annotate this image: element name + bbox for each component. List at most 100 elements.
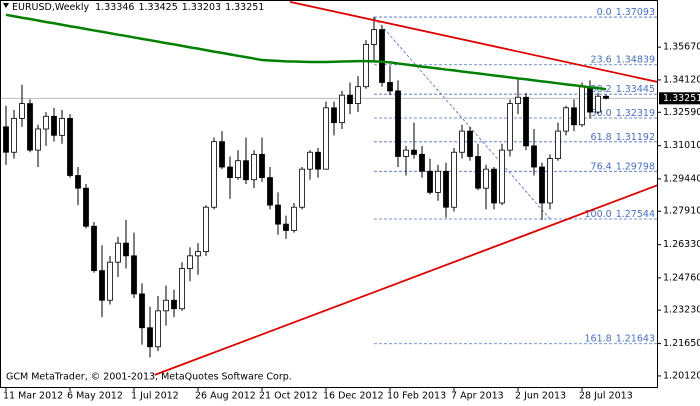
candle-body — [291, 206, 297, 231]
y-tick-label: 1.34120 — [663, 74, 700, 85]
fib-level-value: 1.33445 — [616, 84, 655, 95]
fib-level-value: 1.27544 — [616, 208, 655, 219]
footer: GCM MetaTrader, © 2001-2013, MetaQuotes … — [6, 372, 292, 383]
candle-body — [459, 130, 465, 153]
x-tick-label: 16 Dec 2012 — [323, 391, 384, 402]
candle-body — [259, 153, 265, 179]
candle-body — [155, 310, 161, 348]
candle-body — [323, 107, 329, 170]
y-tick-label: 1.20120 — [663, 370, 700, 381]
moving-average — [5, 13, 607, 91]
candle-body — [91, 225, 97, 272]
candle-body — [547, 158, 553, 204]
x-tick-label: 26 Aug 2012 — [195, 391, 256, 402]
fib-level-value: 1.21643 — [616, 333, 655, 344]
candle-body — [83, 187, 89, 227]
candle-body — [267, 177, 273, 206]
candle-body — [563, 107, 569, 132]
candle-body — [275, 204, 281, 225]
candle-body — [467, 130, 473, 157]
candle-body — [203, 206, 209, 253]
candle-body — [251, 153, 257, 181]
candle-body — [115, 242, 121, 263]
candle-body — [163, 299, 169, 312]
candle-body — [499, 149, 505, 204]
candle-body — [299, 168, 305, 208]
candle-body — [515, 96, 521, 105]
candle-body — [347, 94, 353, 105]
candle-body — [67, 118, 73, 176]
chart-title: EURUSD,Weekly 1.33346 1.33425 1.33203 1.3325… — [12, 2, 264, 13]
fib-label: 76.4 1.29798 — [591, 161, 655, 172]
x-tick-label: 21 Oct 2012 — [259, 391, 318, 402]
candle-body — [411, 149, 417, 155]
candle-body — [243, 160, 249, 181]
y-tick-label: 1.35670 — [663, 42, 700, 53]
y-tick-label: 1.23230 — [663, 305, 700, 316]
candle-body — [123, 242, 129, 257]
trendline — [154, 184, 658, 376]
x-tick-label: 10 Feb 2013 — [387, 391, 446, 402]
candle-body — [363, 44, 369, 88]
candle-body — [11, 118, 17, 153]
candle-body — [355, 86, 361, 105]
fib-level-value: 1.31192 — [616, 131, 655, 142]
fib-level-value: 1.32319 — [616, 108, 655, 119]
y-tick-label: 1.31010 — [663, 140, 700, 151]
candle-body — [475, 156, 481, 189]
y-tick-label: 1.26330 — [663, 239, 700, 250]
candle-body — [283, 223, 289, 231]
candle-body — [27, 103, 33, 151]
candle-body — [403, 149, 409, 157]
candle-body — [195, 251, 201, 257]
candle-body — [595, 95, 601, 113]
close-value: 1.33251 — [225, 2, 264, 13]
fib-level-label: 0.0 — [597, 7, 612, 18]
low-value: 1.33203 — [182, 2, 221, 13]
fib-label: 161.8 1.21643 — [585, 333, 656, 344]
fib-level-label: 23.6 — [591, 54, 612, 65]
candle-body — [35, 128, 41, 151]
current-price-box — [659, 92, 700, 105]
candle-body — [539, 166, 545, 204]
candle-body — [435, 170, 441, 193]
candle-body — [491, 168, 497, 204]
candle-body — [227, 166, 233, 179]
y-tick-label: 1.21650 — [663, 338, 700, 349]
candle-body — [107, 261, 113, 301]
candle-body — [419, 153, 425, 172]
x-tick-label: 2 Jun 2013 — [515, 391, 566, 402]
candle-body — [523, 96, 529, 147]
fib-label: 61.8 1.31192 — [591, 131, 655, 142]
candle-body — [19, 103, 25, 119]
x-tick-label: 6 May 2012 — [67, 391, 123, 402]
candle-body — [579, 86, 585, 126]
candle-body — [451, 151, 457, 208]
open-value: 1.33346 — [95, 2, 134, 13]
candle-body — [331, 107, 337, 124]
fib-level-label: 161.8 — [585, 333, 612, 344]
candle-body — [427, 170, 433, 193]
candle-body — [307, 151, 313, 170]
title-bar: EURUSD,Weekly 1.33346 1.33425 1.33203 1.3325… — [3, 2, 264, 13]
candle-body — [483, 168, 489, 189]
candle-body — [171, 299, 177, 310]
fib-level-label: 100.0 — [585, 208, 612, 219]
y-tick-label: 1.29440 — [663, 173, 700, 184]
candle-body — [531, 145, 537, 168]
title-icon — [3, 3, 9, 8]
candle-body — [603, 95, 609, 99]
high-value: 1.33425 — [138, 2, 177, 13]
candle-body — [147, 327, 153, 348]
candle-body — [395, 90, 401, 157]
fib-label: 0.0 1.37093 — [597, 7, 655, 18]
candle-body — [75, 175, 81, 189]
x-tick-label: 7 Apr 2013 — [451, 391, 504, 402]
fib-level-value: 1.34839 — [616, 54, 655, 65]
current-price-label: 1.33251 — [663, 93, 700, 104]
candle-body — [179, 268, 185, 310]
fib-level-label: 76.4 — [591, 161, 612, 172]
